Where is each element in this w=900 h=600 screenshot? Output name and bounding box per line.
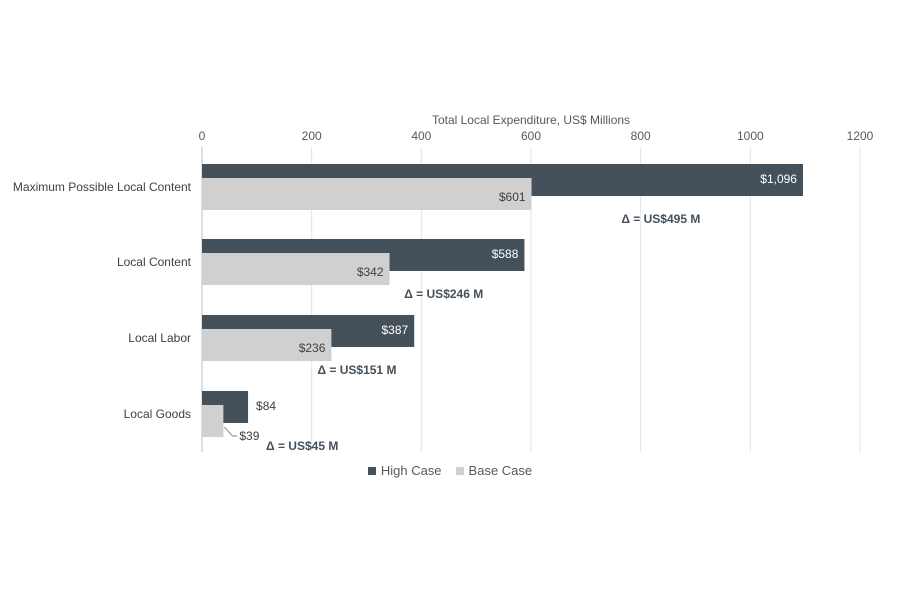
delta-annotation: Δ = US$495 M [621, 212, 700, 226]
data-labels: $1,096 $601 $588 $342 $387 $236 $84 $39 [224, 172, 797, 443]
data-label-base-case: $342 [357, 265, 384, 279]
x-tick-label: 800 [631, 129, 651, 143]
x-tick-label: 400 [411, 129, 431, 143]
category-label: Local Content [117, 255, 192, 269]
x-tick-label: 1200 [847, 129, 874, 143]
bar-base-case [202, 329, 332, 361]
data-label-high-case: $1,096 [760, 172, 797, 186]
x-tick-label: 1000 [737, 129, 764, 143]
legend-label-base-case: Base Case [468, 463, 533, 478]
legend: High Case Base Case [0, 463, 900, 478]
data-label-base-case: $236 [299, 341, 326, 355]
x-tick-label: 200 [302, 129, 322, 143]
data-label-base-case: $39 [239, 429, 259, 443]
bar-base-case [202, 253, 390, 285]
legend-label-high-case: High Case [380, 463, 442, 478]
category-label: Local Labor [128, 331, 191, 345]
bar-base-case [202, 178, 532, 210]
legend-swatch-base-case [455, 466, 464, 475]
legend-item-high-case: High Case [367, 463, 442, 478]
delta-annotations: Δ = US$495 M Δ = US$246 M Δ = US$151 M Δ = … [266, 212, 700, 453]
data-label-base-case: $601 [499, 190, 526, 204]
delta-annotation: Δ = US$151 M [317, 363, 396, 377]
delta-annotation: Δ = US$45 M [266, 439, 338, 453]
x-tick-label: 0 [199, 129, 206, 143]
bar-base-case [202, 405, 224, 437]
data-label-high-case: $387 [382, 323, 409, 337]
bars [202, 164, 803, 437]
data-label-high-case: $588 [492, 247, 519, 261]
legend-item-base-case: Base Case [455, 463, 533, 478]
category-labels: Maximum Possible Local Content Local Cont… [13, 180, 192, 421]
legend-swatch-high-case [367, 466, 376, 475]
x-axis-title: Total Local Expenditure, US$ Millions [432, 113, 630, 127]
category-label: Maximum Possible Local Content [13, 180, 192, 194]
x-tick-label: 600 [521, 129, 541, 143]
category-label: Local Goods [124, 407, 191, 421]
delta-annotation: Δ = US$246 M [404, 287, 483, 301]
leader-line [224, 426, 238, 437]
data-label-high-case: $84 [256, 399, 276, 413]
x-tick-labels: 0 200 400 600 800 1000 1200 [199, 129, 874, 143]
